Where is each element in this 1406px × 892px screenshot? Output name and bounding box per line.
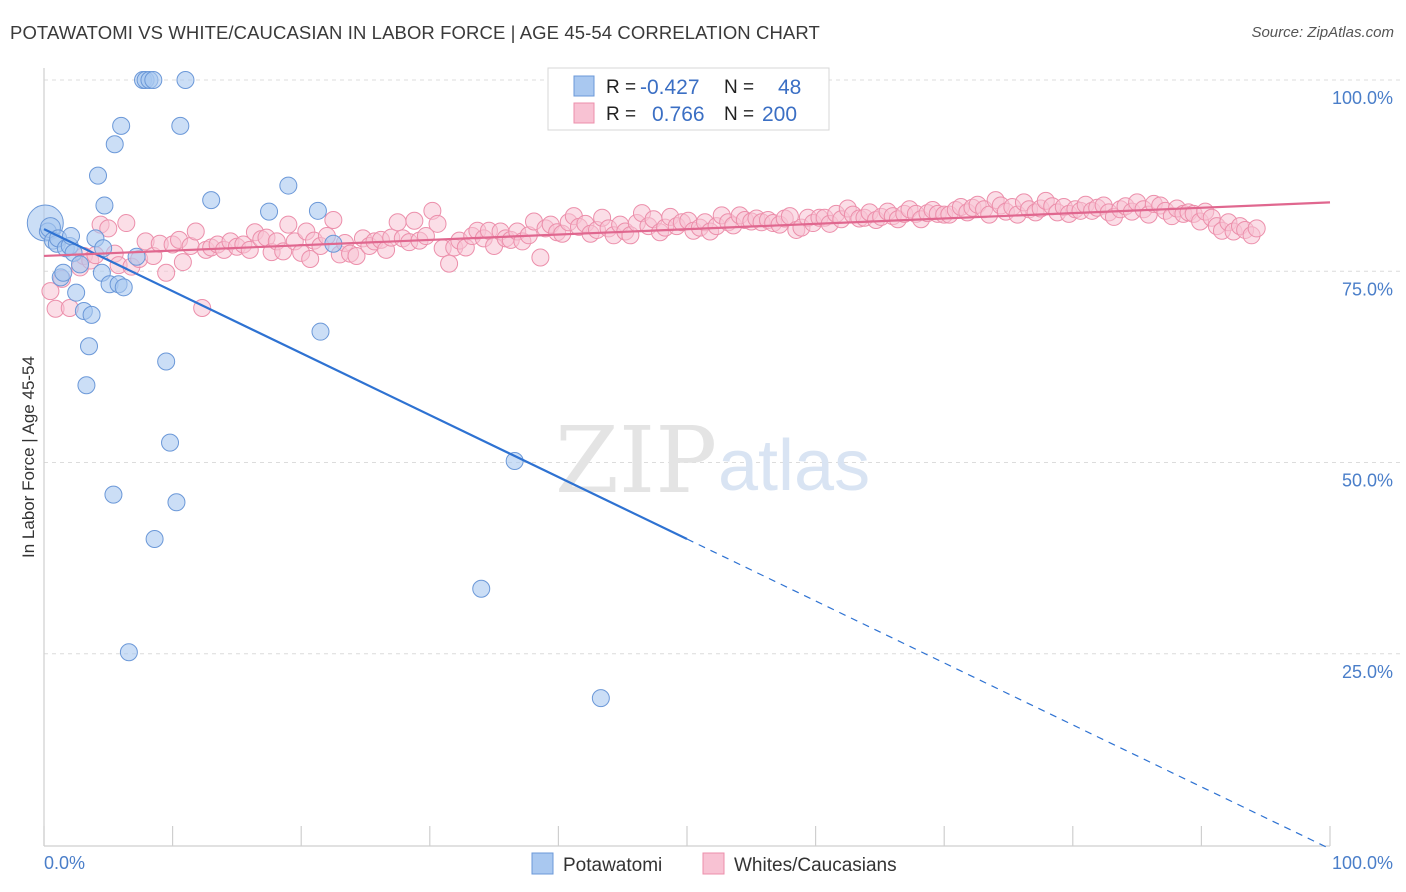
stats-legend: R = -0.427 N = 48 R = 0.766 N = 200 bbox=[547, 67, 830, 131]
legend-r-label-2: R = bbox=[606, 104, 636, 125]
bottom-legend-swatch-whites bbox=[702, 852, 725, 875]
potawatomi-point-38 bbox=[167, 493, 186, 512]
whites-trend-line bbox=[43, 201, 1331, 258]
whites-point-65 bbox=[428, 214, 447, 233]
whites-point-39 bbox=[279, 215, 298, 234]
potawatomi-point-39 bbox=[171, 116, 190, 135]
potawatomi-point-25 bbox=[105, 135, 124, 154]
potawatomi-point-7 bbox=[54, 263, 73, 282]
potawatomi-trend-line bbox=[43, 228, 688, 540]
potawatomi-point-28 bbox=[114, 278, 133, 297]
whites-point-209 bbox=[1247, 219, 1266, 238]
axes bbox=[43, 68, 1331, 847]
whites-point-51 bbox=[347, 246, 366, 265]
y-tick-label-3: 100.0% bbox=[1332, 88, 1393, 108]
potawatomi-point-43 bbox=[279, 176, 298, 195]
y-axis-title: In Labor Force | Age 45-54 bbox=[19, 356, 38, 558]
potawatomi-point-49 bbox=[591, 689, 610, 708]
legend-r-label-1: R = bbox=[606, 77, 636, 98]
whites-point-67 bbox=[440, 254, 459, 273]
whites-point-83 bbox=[531, 248, 550, 267]
bottom-legend-swatch-potawatomi bbox=[531, 852, 554, 875]
potawatomi-point-37 bbox=[161, 433, 180, 452]
potawatomi-point-29 bbox=[119, 643, 138, 662]
y-tick-label-1: 50.0% bbox=[1342, 471, 1393, 491]
potawatomi-point-13 bbox=[71, 255, 90, 274]
legend-r-value-2: 0.766 bbox=[652, 103, 705, 126]
x-tick-labels: 0.0% 100.0% bbox=[44, 853, 1393, 873]
y-tick-label-2: 75.0% bbox=[1342, 279, 1393, 299]
whites-point-18 bbox=[157, 263, 176, 282]
potawatomi-point-42 bbox=[260, 202, 279, 221]
whites-point-21 bbox=[173, 253, 192, 272]
watermark-zip: ZIP bbox=[555, 407, 717, 514]
whites-point-0 bbox=[41, 282, 60, 301]
legend-n-label-1: N = bbox=[724, 77, 754, 98]
whites-point-9 bbox=[99, 219, 118, 238]
potawatomi-point-41 bbox=[202, 191, 221, 210]
legend-swatch-whites bbox=[573, 102, 595, 124]
potawatomi-point-17 bbox=[82, 305, 101, 324]
potawatomi-point-47 bbox=[472, 579, 491, 598]
whites-point-12 bbox=[117, 214, 136, 233]
legend-swatch-potawatomi bbox=[573, 75, 595, 97]
potawatomi-point-19 bbox=[89, 166, 108, 185]
potawatomi-point-24 bbox=[104, 485, 123, 504]
x-tick-label-1: 100.0% bbox=[1332, 853, 1393, 873]
legend-n-value-2: 200 bbox=[762, 103, 797, 126]
potawatomi-point-44 bbox=[308, 201, 327, 220]
potawatomi-point-34 bbox=[144, 71, 163, 89]
chart-source: Source: ZipAtlas.com bbox=[1251, 24, 1394, 41]
legend-n-label-2: N = bbox=[724, 104, 754, 125]
bottom-legend-whites: Whites/Caucasians bbox=[734, 855, 897, 876]
whites-point-23 bbox=[186, 222, 205, 241]
potawatomi-point-45 bbox=[311, 322, 330, 341]
series-legend: Potawatomi Whites/Caucasians bbox=[531, 852, 897, 876]
whites-point-43 bbox=[301, 250, 320, 269]
potawatomi-point-35 bbox=[145, 530, 164, 548]
chart-title: POTAWATOMI VS WHITE/CAUCASIAN IN LABOR F… bbox=[10, 22, 820, 43]
potawatomi-points bbox=[26, 71, 610, 708]
legend-r-value-1: -0.427 bbox=[640, 76, 700, 99]
whites-caucasians-points bbox=[41, 191, 1266, 318]
potawatomi-point-22 bbox=[95, 196, 114, 215]
potawatomi-point-36 bbox=[157, 352, 176, 371]
potawatomi-point-12 bbox=[67, 283, 86, 302]
potawatomi-point-15 bbox=[77, 376, 96, 395]
legend-n-value-1: 48 bbox=[778, 76, 801, 99]
whites-point-32 bbox=[240, 240, 259, 259]
y-tick-label-0: 25.0% bbox=[1342, 662, 1393, 682]
trend-lines bbox=[43, 201, 1331, 850]
watermark-atlas: atlas bbox=[718, 426, 870, 506]
potawatomi-point-40 bbox=[176, 71, 195, 89]
y-tick-labels: 25.0% 50.0% 75.0% 100.0% bbox=[1332, 88, 1393, 682]
whites-point-61 bbox=[405, 211, 424, 230]
potawatomi-trend-extension bbox=[686, 538, 1331, 850]
x-tick-label-0: 0.0% bbox=[44, 853, 85, 873]
potawatomi-point-27 bbox=[112, 116, 131, 135]
potawatomi-point-16 bbox=[80, 337, 99, 356]
bottom-legend-potawatomi: Potawatomi bbox=[563, 855, 662, 876]
grid-lines bbox=[44, 79, 1400, 655]
whites-point-47 bbox=[324, 210, 343, 229]
whites-point-58 bbox=[388, 213, 407, 232]
